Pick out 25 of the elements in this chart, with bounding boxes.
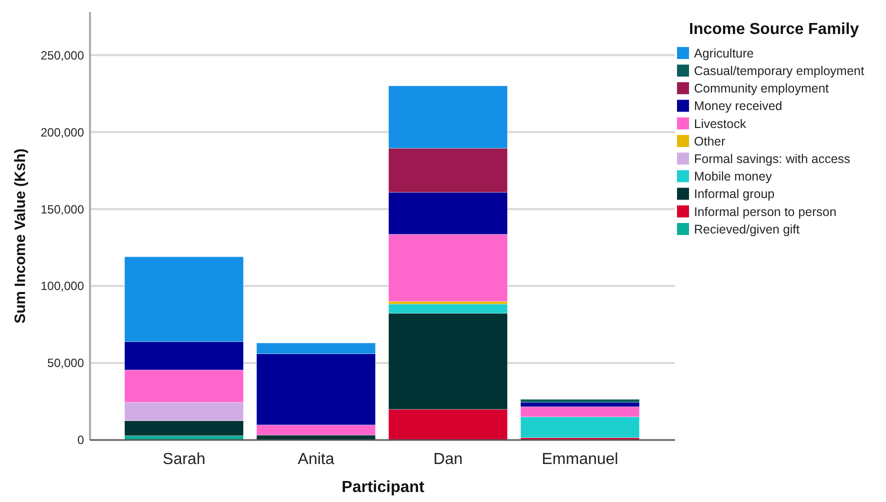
legend-label: Money received	[694, 99, 782, 114]
legend-label: Informal group	[694, 187, 775, 202]
y-tick-label: 100,000	[40, 279, 84, 294]
y-tick-label: 50,000	[47, 356, 84, 370]
legend-label: Other	[694, 134, 726, 148]
x-tick-label: Emmanuel	[542, 451, 618, 468]
y-tick-label: 0	[77, 433, 84, 448]
bar	[520, 399, 640, 403]
legend-title: Income Source Family	[689, 21, 859, 38]
y-tick-label: 150,000	[40, 202, 84, 216]
legend-label: Community employment	[694, 82, 830, 96]
y-axis-title: Sum Income Value (Ksh)	[12, 148, 29, 324]
x-tick-label: Sarah	[162, 451, 206, 468]
x-axis-title: Participant	[342, 479, 426, 496]
y-tick-label: 200,000	[40, 125, 84, 140]
legend-label: Mobile money	[694, 170, 773, 184]
x-tick-label: Anita	[298, 451, 334, 468]
y-tick-label: 250,000	[40, 48, 84, 62]
legend-label: Informal person to person	[694, 204, 836, 219]
legend-label: Agriculture	[694, 46, 754, 60]
legend-label: Casual/temporary employment	[694, 64, 865, 78]
legend-label: Recieved/given gift	[694, 222, 800, 236]
legend-label: Formal savings: with access	[694, 152, 850, 166]
x-tick-label: Dan	[433, 451, 463, 468]
legend-label: Livestock	[694, 116, 747, 131]
